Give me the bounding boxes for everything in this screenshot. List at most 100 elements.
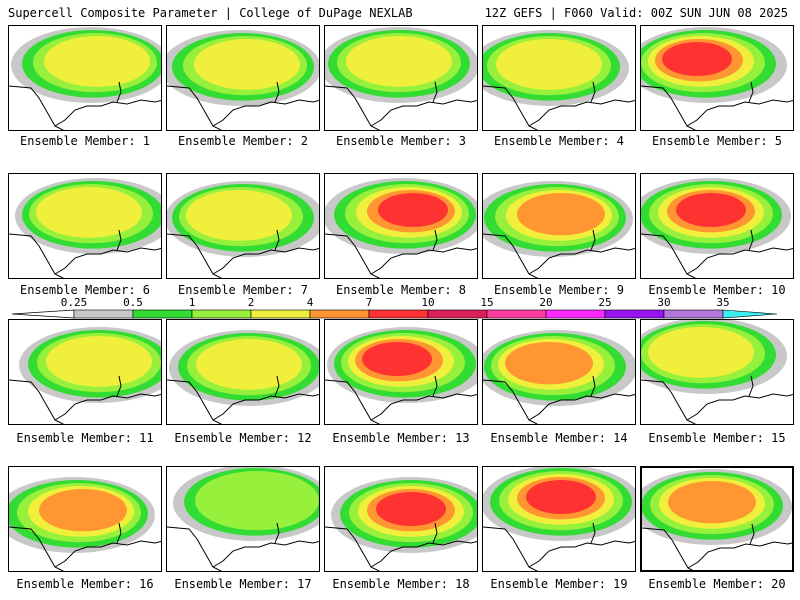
ensemble-panel[interactable] <box>640 173 794 279</box>
ensemble-panel[interactable] <box>482 466 636 572</box>
ensemble-panel[interactable] <box>324 25 478 131</box>
ensemble-member-label: Ensemble Member: 4 <box>493 134 625 148</box>
coastline-outline <box>325 229 477 278</box>
colorbar-legend <box>11 309 778 319</box>
coastline-outline <box>641 375 793 424</box>
colorbar-segment <box>486 309 547 319</box>
coastline-outline <box>9 522 161 571</box>
ensemble-panel[interactable] <box>8 466 162 572</box>
light-green-contour <box>195 471 319 531</box>
colorbar-tick-label: 20 <box>539 296 553 309</box>
colorbar-tick-label: 15 <box>480 296 494 309</box>
yellow-contour <box>346 36 452 87</box>
ensemble-panel[interactable] <box>324 466 478 572</box>
map-title: Supercell Composite Parameter | College … <box>8 6 413 20</box>
ensemble-panel[interactable] <box>8 173 162 279</box>
coastline-outline <box>9 81 161 130</box>
yellow-contour <box>44 36 150 87</box>
coastline-outline <box>642 523 792 570</box>
scp-map <box>167 330 319 424</box>
coastline-outline <box>325 375 477 424</box>
coastline-outline <box>167 81 319 130</box>
ensemble-member-label: Ensemble Member: 17 <box>174 577 312 591</box>
ensemble-panel[interactable] <box>324 319 478 425</box>
colorbar-segment <box>250 309 311 319</box>
ensemble-member-label: Ensemble Member: 12 <box>174 431 312 445</box>
ensemble-panel[interactable] <box>482 173 636 279</box>
scp-map <box>325 27 477 130</box>
ensemble-member-label: Ensemble Member: 20 <box>648 577 786 591</box>
orange-contour <box>517 193 605 236</box>
ensemble-panel[interactable] <box>8 25 162 131</box>
ensemble-panel[interactable] <box>482 319 636 425</box>
colorbar-segment <box>368 309 429 319</box>
colorbar-tick-label: 1 <box>188 296 196 309</box>
red-contour <box>362 342 432 376</box>
colorbar-tick-label: 25 <box>598 296 612 309</box>
colorbar-segment <box>191 309 252 319</box>
ensemble-panel[interactable] <box>8 319 162 425</box>
ensemble-member-label: Ensemble Member: 19 <box>490 577 628 591</box>
ensemble-member-label: Ensemble Member: 16 <box>16 577 154 591</box>
colorbar-tick-label: 4 <box>306 296 314 309</box>
colorbar-tick-label: 2 <box>247 296 255 309</box>
coastline-outline <box>483 375 635 424</box>
ensemble-member-label: Ensemble Member: 10 <box>648 283 786 297</box>
coastline-outline <box>483 229 635 278</box>
ensemble-member-label: Ensemble Member: 15 <box>648 431 786 445</box>
ensemble-panel[interactable] <box>482 25 636 131</box>
coastline-outline <box>483 522 635 571</box>
ensemble-member-label: Ensemble Member: 14 <box>490 431 628 445</box>
colorbar-tick-label: 0.5 <box>123 296 143 309</box>
red-contour <box>378 193 448 227</box>
coastline-outline <box>483 81 635 130</box>
colorbar-tick-label: 10 <box>421 296 435 309</box>
orange-contour <box>39 489 127 532</box>
ensemble-panel[interactable] <box>166 173 320 279</box>
coastline-outline <box>167 522 319 571</box>
scp-map <box>9 477 161 571</box>
scp-map <box>325 327 477 424</box>
colorbar-tick-label: 35 <box>716 296 730 309</box>
yellow-contour <box>46 336 152 387</box>
red-contour <box>676 193 746 227</box>
ensemble-member-label: Ensemble Member: 1 <box>19 134 151 148</box>
ensemble-panel[interactable] <box>324 173 478 279</box>
scp-map <box>9 178 161 278</box>
ensemble-panel[interactable] <box>640 466 794 572</box>
ensemble-member-label: Ensemble Member: 18 <box>332 577 470 591</box>
ensemble-panel[interactable] <box>166 25 320 131</box>
colorbar-segment <box>309 309 370 319</box>
ensemble-member-label: Ensemble Member: 5 <box>651 134 783 148</box>
colorbar-segment <box>604 309 665 319</box>
ensemble-member-label: Ensemble Member: 13 <box>332 431 470 445</box>
coastline-outline <box>641 229 793 278</box>
colorbar-max-arrow <box>722 309 778 319</box>
scp-map <box>642 469 792 570</box>
scp-map <box>9 327 161 424</box>
ensemble-member-label: Ensemble Member: 8 <box>335 283 467 297</box>
ensemble-member-label: Ensemble Member: 6 <box>19 283 151 297</box>
coastline-outline <box>9 229 161 278</box>
scp-map <box>641 320 793 424</box>
ensemble-panel[interactable] <box>166 466 320 572</box>
ensemble-panel[interactable] <box>640 25 794 131</box>
coastline-outline <box>9 375 161 424</box>
colorbar-segment <box>132 309 193 319</box>
ensemble-panel[interactable] <box>640 319 794 425</box>
scp-map <box>9 27 161 130</box>
orange-contour <box>668 481 756 524</box>
yellow-contour <box>496 39 602 90</box>
coastline-outline <box>641 81 793 130</box>
colorbar-tick-label: 7 <box>365 296 373 309</box>
red-contour <box>662 42 732 76</box>
coastline-outline <box>325 522 477 571</box>
yellow-contour <box>196 339 302 390</box>
ensemble-member-label: Ensemble Member: 9 <box>493 283 625 297</box>
ensemble-member-label: Ensemble Member: 7 <box>177 283 309 297</box>
scp-map <box>641 178 793 278</box>
yellow-contour <box>648 327 754 378</box>
yellow-contour <box>36 187 142 238</box>
ensemble-panel[interactable] <box>166 319 320 425</box>
yellow-contour <box>186 190 292 241</box>
